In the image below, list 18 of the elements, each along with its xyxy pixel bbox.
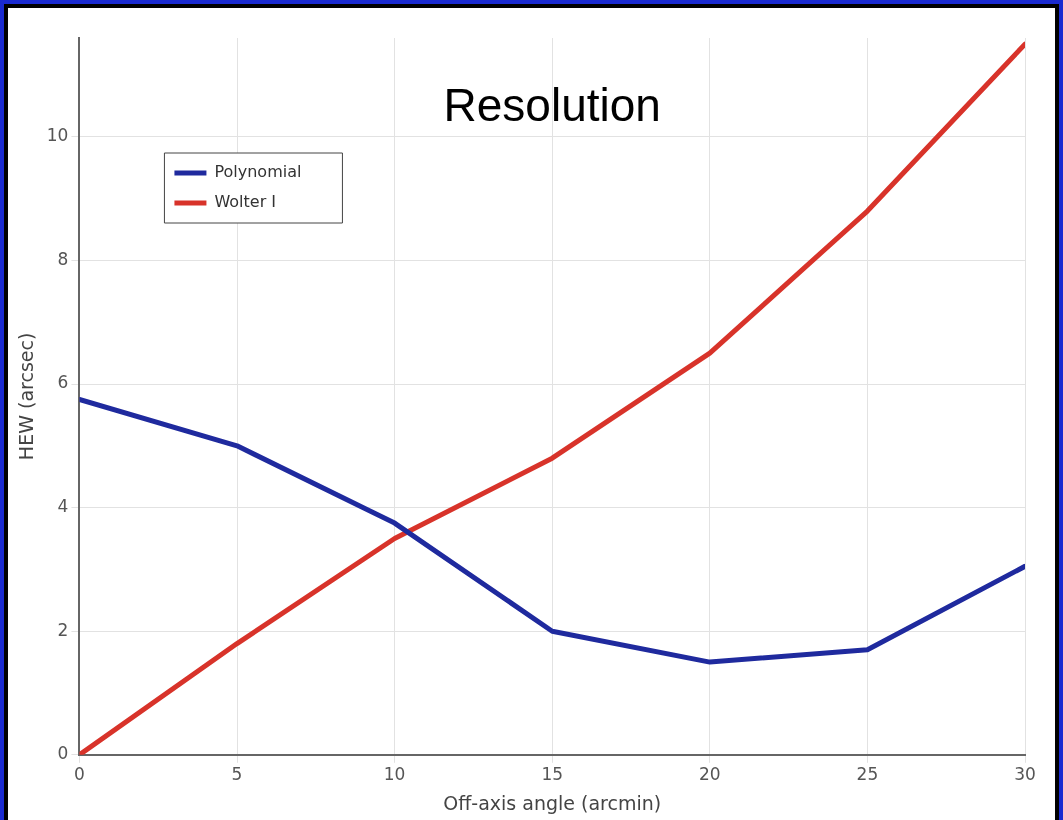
text: Resolution	[443, 78, 661, 131]
x-tick-label: 15	[541, 764, 564, 785]
x-tick-label: 25	[856, 764, 879, 785]
legend-label: Polynomial	[214, 162, 302, 182]
y-axis-title: HEW (arcsec)	[15, 332, 38, 461]
x-tick-label: 0	[74, 764, 85, 785]
x-tick-label: 5	[231, 764, 243, 785]
legend-label: Wolter I	[214, 192, 277, 212]
y-tick-label: 4	[57, 496, 69, 517]
y-tick-label: 2	[57, 619, 69, 640]
y-tick-label: 6	[57, 372, 69, 393]
y-tick-label: 10	[46, 125, 69, 146]
x-tick-label: 10	[383, 764, 406, 785]
x-tick-label: 30	[1014, 764, 1036, 785]
y-tick-label: 0	[57, 743, 69, 764]
x-axis-title: Off-axis angle (arcmin)	[443, 791, 662, 814]
x-tick-label: 20	[698, 764, 721, 785]
y-tick-label: 8	[57, 248, 69, 269]
